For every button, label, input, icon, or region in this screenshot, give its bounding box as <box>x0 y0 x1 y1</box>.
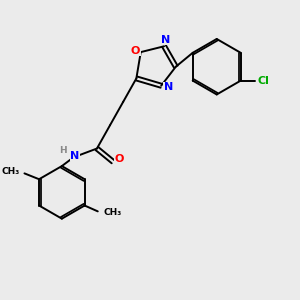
Text: H: H <box>59 146 67 155</box>
Text: N: N <box>70 151 80 161</box>
Text: CH₃: CH₃ <box>103 208 122 217</box>
Text: N: N <box>161 35 170 45</box>
Text: O: O <box>115 154 124 164</box>
Text: Cl: Cl <box>257 76 269 85</box>
Text: N: N <box>164 82 173 92</box>
Text: O: O <box>131 46 140 56</box>
Text: CH₃: CH₃ <box>2 167 20 176</box>
